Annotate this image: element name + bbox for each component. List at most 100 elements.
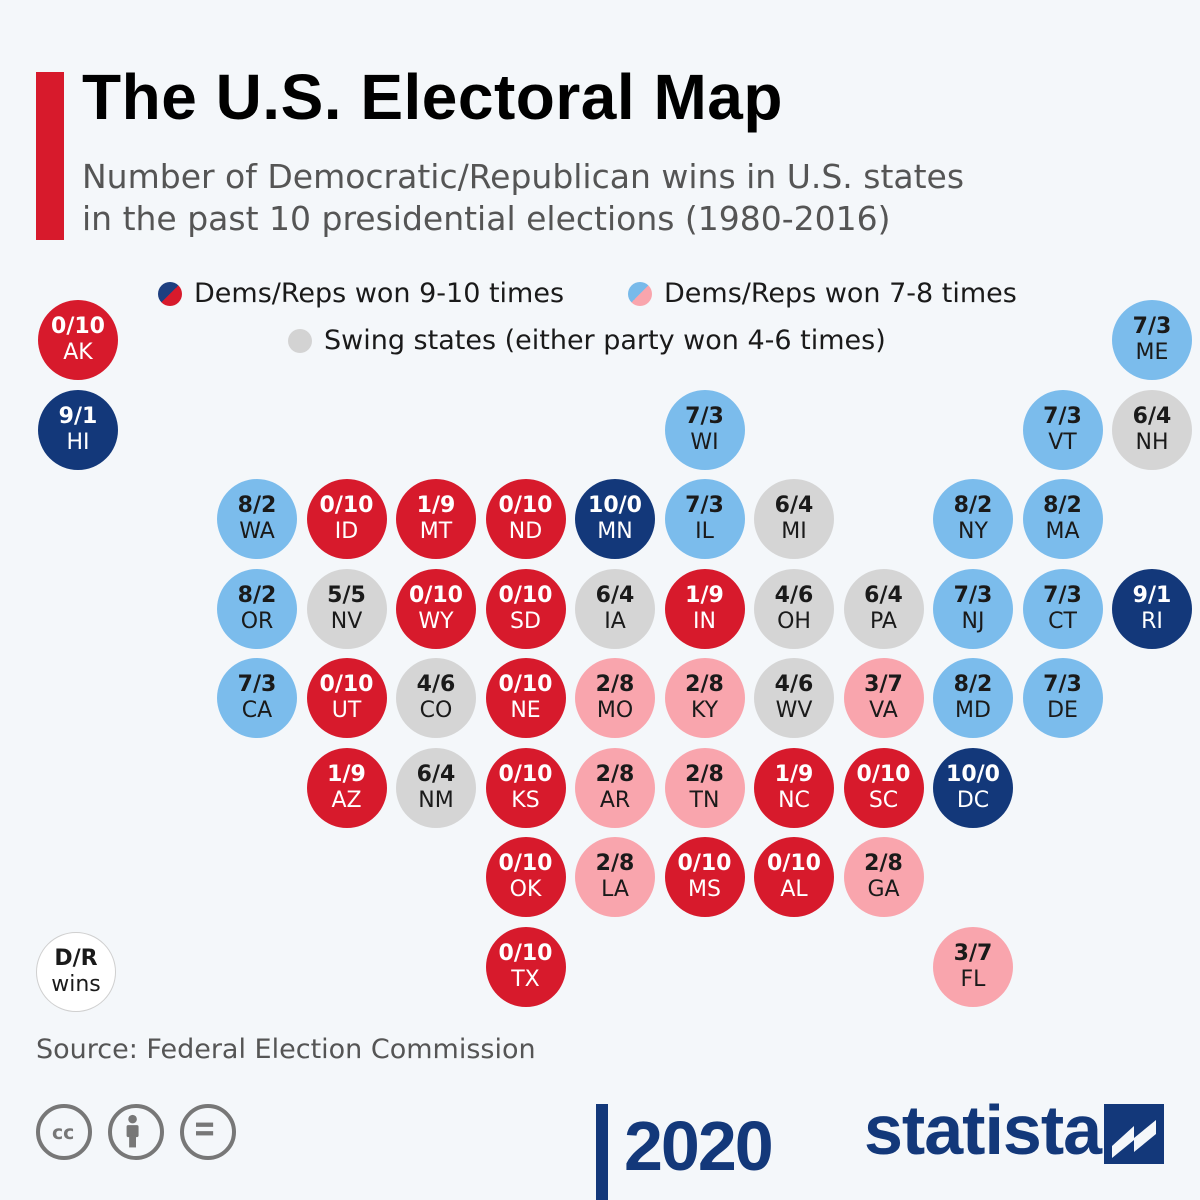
state-abbr: SD bbox=[510, 608, 541, 634]
state-wins: 0/10 bbox=[498, 761, 553, 787]
state-abbr: VA bbox=[869, 698, 898, 723]
state-wins: 7/3 bbox=[1043, 672, 1082, 697]
state-tile-tx: 0/10 TX bbox=[485, 926, 566, 1007]
state-wins: 0/10 bbox=[498, 940, 553, 966]
state-abbr: DC bbox=[956, 787, 990, 813]
state-tile-wy: 0/10 WY bbox=[396, 568, 476, 649]
subtitle: Number of Democratic/Republican wins in … bbox=[82, 156, 1162, 240]
state-wins: 0/10 bbox=[677, 851, 732, 876]
state-abbr: FL bbox=[960, 966, 986, 992]
creative-commons-icon: cc bbox=[36, 1104, 92, 1160]
state-wins: 10/0 bbox=[946, 761, 1000, 787]
state-tile-ri: 9/1 RI bbox=[1112, 568, 1192, 649]
state-abbr: NH bbox=[1135, 429, 1169, 455]
state-abbr: VT bbox=[1048, 429, 1077, 455]
state-abbr: ME bbox=[1135, 340, 1169, 365]
state-tile-la: 2/8 LA bbox=[575, 837, 655, 917]
state-abbr: WV bbox=[775, 698, 813, 723]
state-abbr: MN bbox=[597, 519, 633, 544]
state-wins: 0/10 bbox=[498, 851, 553, 876]
state-abbr: DE bbox=[1047, 698, 1078, 723]
state-abbr: AZ bbox=[331, 787, 362, 813]
state-tile-ne: 0/10 NE bbox=[485, 658, 566, 738]
state-wins: 8/2 bbox=[237, 493, 277, 518]
page-title: The U.S. Electoral Map bbox=[82, 61, 783, 133]
state-abbr: OK bbox=[509, 877, 542, 902]
state-tile-ak: 0/10 AK bbox=[38, 300, 118, 380]
statista-logo: statista bbox=[864, 1091, 1102, 1169]
state-wins: 4/6 bbox=[774, 672, 814, 697]
state-tile-or: 8/2 OR bbox=[217, 568, 297, 649]
state-wins: 6/4 bbox=[416, 761, 456, 787]
map-key-sublabel: wins bbox=[51, 972, 101, 997]
state-wins: 7/3 bbox=[685, 493, 724, 518]
map-key-label: D/R bbox=[54, 946, 98, 971]
state-wins: 8/2 bbox=[1043, 493, 1082, 518]
state-wins: 7/3 bbox=[1043, 582, 1082, 608]
source-note: Source: Federal Election Commission bbox=[36, 1034, 536, 1065]
state-wins: 8/2 bbox=[237, 582, 277, 608]
state-tile-nh: 6/4 NH bbox=[1112, 389, 1192, 470]
state-wins: 8/2 bbox=[953, 493, 993, 518]
state-abbr: PA bbox=[870, 608, 897, 634]
state-tile-nm: 6/4 NM bbox=[396, 747, 476, 828]
state-wins: 0/10 bbox=[319, 493, 374, 518]
state-wins: 0/10 bbox=[51, 314, 105, 339]
state-tile-al: 0/10 AL bbox=[754, 837, 834, 917]
state-abbr: HI bbox=[66, 429, 90, 455]
state-wins: 6/4 bbox=[864, 582, 903, 608]
state-tile-sc: 0/10 SC bbox=[843, 747, 924, 828]
state-wins: 1/9 bbox=[774, 761, 814, 787]
state-abbr: IN bbox=[693, 608, 716, 634]
state-abbr: IA bbox=[604, 608, 626, 634]
state-tile-de: 7/3 DE bbox=[1022, 658, 1103, 738]
state-wins: 2/8 bbox=[595, 851, 635, 876]
state-wins: 10/0 bbox=[588, 493, 642, 518]
state-abbr: SC bbox=[868, 787, 899, 813]
state-tile-nj: 7/3 NJ bbox=[933, 568, 1013, 649]
state-abbr: AL bbox=[780, 877, 808, 902]
state-wins: 0/10 bbox=[498, 493, 553, 518]
state-wins: 1/9 bbox=[327, 761, 366, 787]
state-tile-ca: 7/3 CA bbox=[217, 658, 297, 738]
state-tile-nd: 0/10 ND bbox=[485, 479, 566, 559]
state-wins: 2/8 bbox=[595, 672, 635, 697]
state-abbr: ND bbox=[508, 519, 543, 544]
state-abbr: WI bbox=[690, 429, 719, 455]
state-abbr: TN bbox=[689, 787, 720, 813]
state-abbr: CO bbox=[419, 698, 453, 723]
state-tile-hi: 9/1 HI bbox=[38, 389, 118, 470]
state-wins: 3/7 bbox=[953, 940, 993, 966]
state-tile-ga: 2/8 GA bbox=[843, 837, 924, 917]
no-derivatives-icon bbox=[180, 1104, 236, 1160]
state-abbr: NM bbox=[418, 787, 454, 813]
state-wins: 9/1 bbox=[1132, 582, 1172, 608]
state-abbr: LA bbox=[601, 877, 629, 902]
state-tile-pa: 6/4 PA bbox=[843, 568, 924, 649]
state-tile-ky: 2/8 KY bbox=[664, 658, 745, 738]
attribution-icon bbox=[108, 1104, 164, 1160]
state-abbr: OH bbox=[777, 608, 811, 634]
legend-dot-swing-icon bbox=[288, 328, 312, 353]
legend-dot-lean-icon bbox=[628, 281, 652, 306]
state-tile-oh: 4/6 OH bbox=[754, 568, 834, 649]
state-tile-dc: 10/0 DC bbox=[933, 747, 1013, 828]
subtitle-line-2: in the past 10 presidential elections (1… bbox=[82, 199, 891, 238]
state-abbr: GA bbox=[867, 877, 900, 902]
state-wins: 6/4 bbox=[774, 493, 814, 518]
state-abbr: MA bbox=[1045, 519, 1080, 544]
state-abbr: AK bbox=[63, 340, 93, 365]
legend-item-strong: Dems/Reps won 9-10 times bbox=[158, 278, 564, 309]
state-abbr: NC bbox=[778, 787, 810, 813]
state-tile-nc: 1/9 NC bbox=[754, 747, 834, 828]
legend-label-swing: Swing states (either party won 4-6 times… bbox=[324, 325, 886, 356]
legend-item-swing: Swing states (either party won 4-6 times… bbox=[288, 325, 886, 356]
state-abbr: NE bbox=[510, 698, 541, 723]
state-abbr: RI bbox=[1141, 608, 1163, 634]
state-tile-co: 4/6 CO bbox=[396, 658, 476, 738]
state-wins: 7/3 bbox=[237, 672, 277, 697]
state-wins: 4/6 bbox=[416, 672, 456, 697]
state-tile-ok: 0/10 OK bbox=[485, 837, 566, 917]
state-abbr: AR bbox=[599, 787, 631, 813]
state-abbr: UT bbox=[331, 698, 362, 723]
